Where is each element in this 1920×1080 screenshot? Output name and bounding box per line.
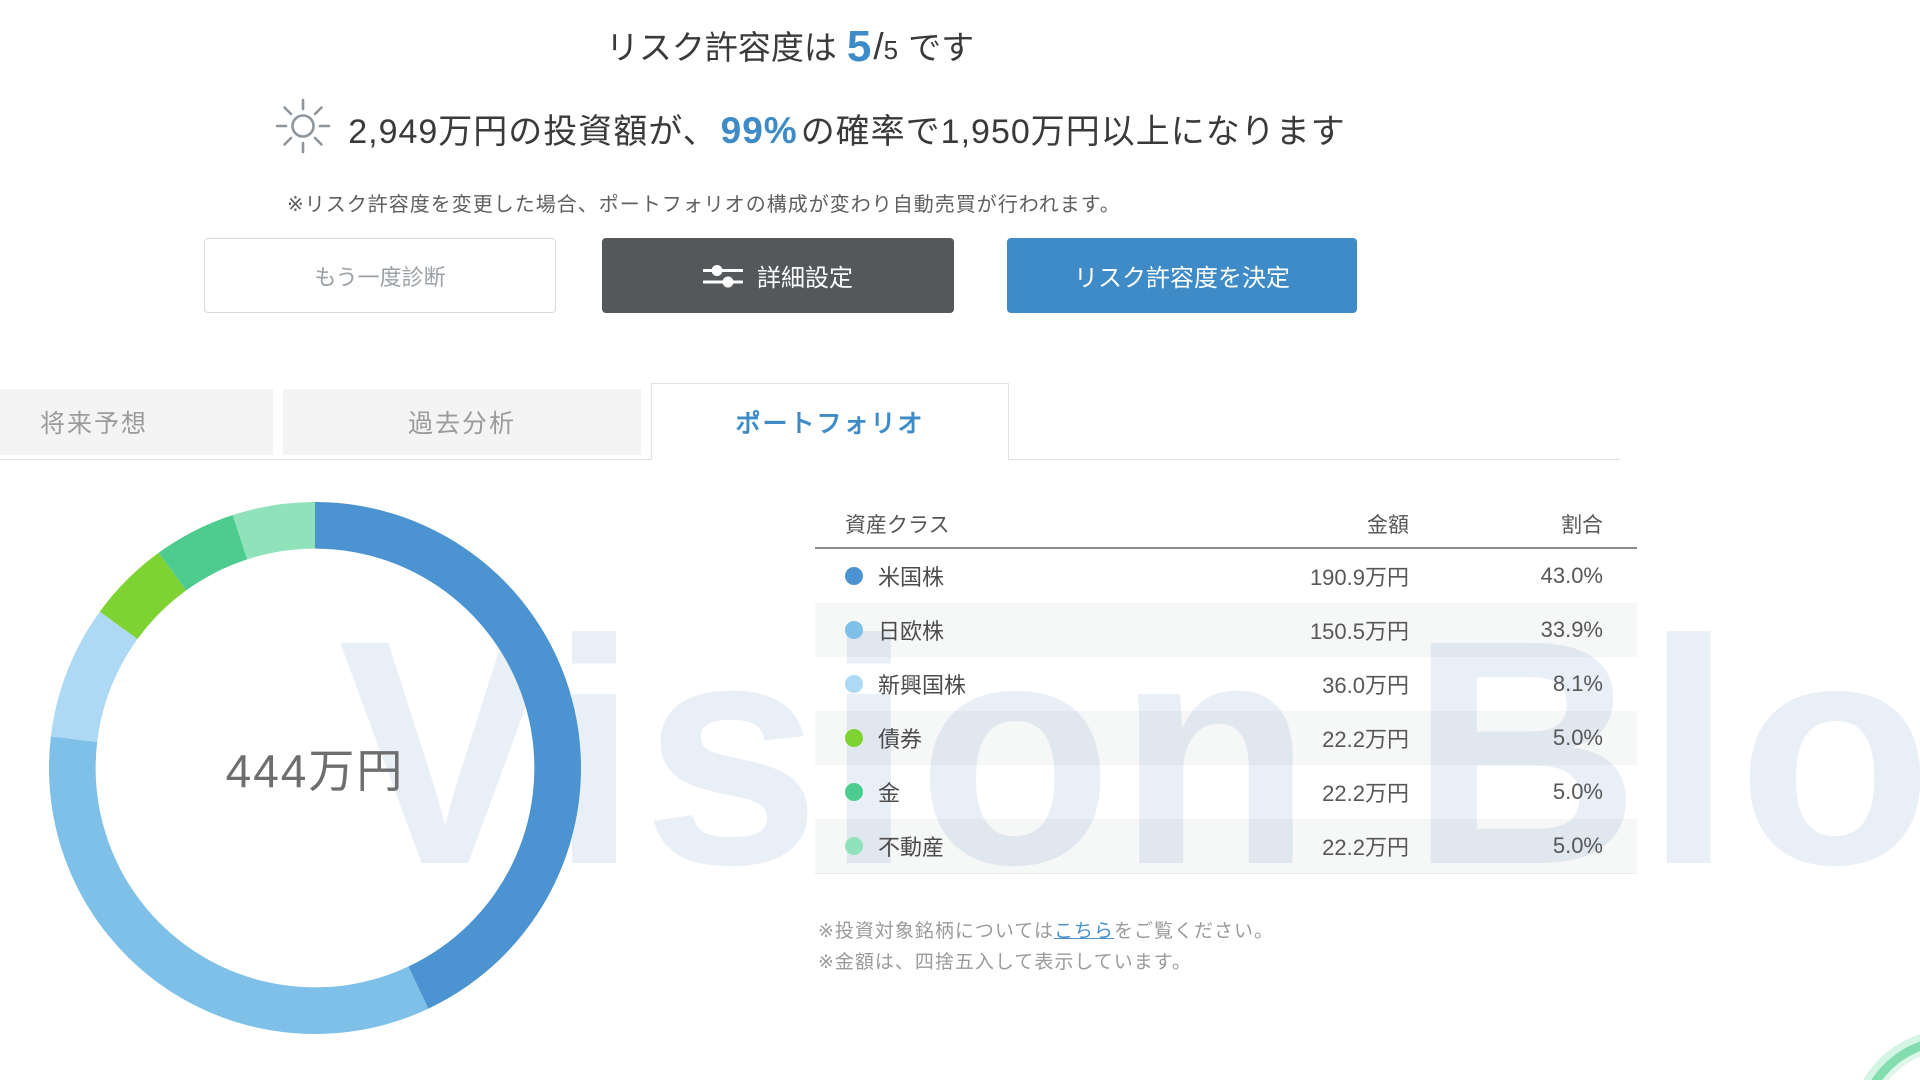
asset-ratio: 8.1% <box>1552 671 1603 696</box>
asset-color-dot <box>845 621 863 639</box>
asset-ratio: 5.0% <box>1552 779 1603 804</box>
detail-settings-button-label: 詳細設定 <box>757 265 853 292</box>
footnote-instruments-post: をご覧ください。 <box>1114 921 1275 942</box>
page-title: リスク許容度は 5/5 です <box>0 22 1580 75</box>
donut-segment-米国株 <box>315 501 582 1009</box>
asset-color-dot <box>845 675 863 693</box>
asset-color-dot <box>845 567 863 585</box>
asset-row: 債券 22.2万円 5.0% <box>815 711 1637 765</box>
asset-row: 日欧株 150.5万円 33.9% <box>815 603 1637 657</box>
asset-table: 資産クラス 金額 割合 米国株 190.9万円 43.0% 日欧株 150.5万円 33.… <box>815 500 1637 874</box>
tab-future-forecast[interactable]: 将来予想 <box>0 389 273 455</box>
donut-segment-金 <box>158 515 248 591</box>
asset-label: 債券 <box>878 727 923 752</box>
asset-ratio: 5.0% <box>1552 833 1603 858</box>
asset-color-dot <box>845 729 863 747</box>
asset-color-dot <box>845 783 863 801</box>
asset-amount: 150.5万円 <box>1309 619 1409 644</box>
header-ratio: 割合 <box>1561 513 1603 537</box>
detail-settings-button[interactable]: 詳細設定 <box>602 238 954 313</box>
asset-ratio: 33.9% <box>1540 617 1603 642</box>
portfolio-donut-chart: 444万円 <box>47 500 583 1036</box>
donut-segment-日欧株 <box>48 736 429 1035</box>
asset-label: 日欧株 <box>878 619 945 644</box>
title-prefix: リスク許容度は <box>605 29 837 66</box>
rediagnose-button[interactable]: もう一度診断 <box>204 238 556 313</box>
asset-label: 金 <box>878 781 901 806</box>
sliders-icon <box>703 261 743 291</box>
forecast-line: 2,949万円の投資額が、99%の確率で1,950万円以上になります <box>0 98 1620 158</box>
tab-label: 将来予想 <box>39 410 148 438</box>
header-asset-class: 資産クラス <box>845 513 950 537</box>
tab-label: ポートフォリオ <box>735 410 925 438</box>
asset-label: 不動産 <box>878 835 945 860</box>
asset-color-dot <box>845 837 863 855</box>
forecast-text: 2,949万円の投資額が、99%の確率で1,950万円以上になります <box>348 104 1346 153</box>
tab-past-analysis[interactable]: 過去分析 <box>283 389 641 455</box>
asset-table-body: 米国株 190.9万円 43.0% 日欧株 150.5万円 33.9% 新興国株 36.0万円… <box>815 549 1637 874</box>
decide-risk-button[interactable]: リスク許容度を決定 <box>1007 238 1357 313</box>
forecast-tail: の確率で1,950万円以上になります <box>800 112 1346 151</box>
asset-ratio: 43.0% <box>1540 563 1603 588</box>
forecast-probability: 99% <box>720 109 798 151</box>
asset-amount: 36.0万円 <box>1322 673 1409 698</box>
risk-score-separator: / <box>873 26 884 67</box>
sun-icon <box>274 97 332 160</box>
asset-amount: 190.9万円 <box>1309 565 1409 590</box>
asset-ratio: 5.0% <box>1552 725 1603 750</box>
title-suffix: です <box>908 29 975 66</box>
decide-risk-button-label: リスク許容度を決定 <box>1074 265 1290 292</box>
decorative-corner-ring <box>1856 1036 1920 1080</box>
asset-amount: 22.2万円 <box>1322 727 1409 752</box>
asset-row: 米国株 190.9万円 43.0% <box>815 549 1637 603</box>
donut-segment-債券 <box>99 552 187 640</box>
donut-segment-新興国株 <box>50 611 138 742</box>
forecast-lead: 2,949万円の投資額が、 <box>348 112 718 151</box>
footnote-instruments-pre: ※投資対象銘柄については <box>818 921 1054 942</box>
watermark-text: Vision Blog <box>338 573 1920 931</box>
donut-center-total: 444万円 <box>225 745 405 797</box>
asset-amount: 22.2万円 <box>1322 781 1409 806</box>
footnotes: ※投資対象銘柄についてはこちらをご覧ください。 ※金額は、四捨五入して表示してい… <box>818 916 1274 978</box>
caution-note: ※リスク許容度を変更した場合、ポートフォリオの構成が変わり自動売買が行われます。 <box>287 194 1121 216</box>
risk-score-max: 5 <box>883 35 899 65</box>
donut-segment-不動産 <box>232 501 315 560</box>
risk-score-value: 5 <box>846 22 872 71</box>
asset-row: 不動産 22.2万円 5.0% <box>815 819 1637 873</box>
tab-bar: 将来予想 過去分析 ポートフォリオ <box>0 383 1620 461</box>
donut-svg <box>48 501 582 1035</box>
tab-label: 過去分析 <box>407 410 516 438</box>
asset-table-header: 資産クラス 金額 割合 <box>815 500 1637 549</box>
footnote-instruments: ※投資対象銘柄についてはこちらをご覧ください。 <box>818 916 1274 947</box>
kochira-link[interactable]: こちら <box>1053 921 1114 942</box>
tab-portfolio[interactable]: ポートフォリオ <box>651 383 1009 460</box>
asset-row: 新興国株 36.0万円 8.1% <box>815 657 1637 711</box>
asset-row: 金 22.2万円 5.0% <box>815 765 1637 819</box>
asset-label: 新興国株 <box>878 673 967 698</box>
header-amount: 金額 <box>1367 513 1409 537</box>
asset-amount: 22.2万円 <box>1322 835 1409 860</box>
rediagnose-button-label: もう一度診断 <box>314 264 446 290</box>
footnote-rounding: ※金額は、四捨五入して表示しています。 <box>818 952 1192 973</box>
asset-label: 米国株 <box>878 565 945 590</box>
